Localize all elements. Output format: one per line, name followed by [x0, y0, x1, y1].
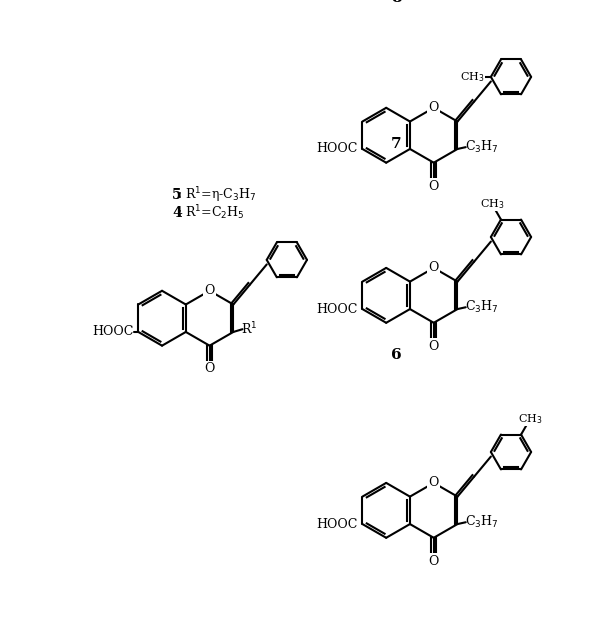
Text: 4: 4	[172, 206, 182, 220]
Text: 8: 8	[391, 0, 402, 5]
Text: O: O	[428, 555, 439, 568]
Text: O: O	[204, 363, 215, 376]
Text: : R$^{1}$=η-C$_{3}$H$_{7}$: : R$^{1}$=η-C$_{3}$H$_{7}$	[176, 185, 256, 204]
Text: O: O	[428, 262, 439, 275]
Text: O: O	[428, 476, 439, 489]
Text: C$_{3}$H$_{7}$: C$_{3}$H$_{7}$	[465, 514, 498, 530]
Text: O: O	[428, 340, 439, 352]
Text: CH$_{3}$: CH$_{3}$	[480, 197, 504, 211]
Text: 7: 7	[391, 138, 402, 151]
Text: HOOC: HOOC	[316, 303, 358, 316]
Text: R$^{1}$: R$^{1}$	[240, 321, 257, 338]
Text: HOOC: HOOC	[316, 518, 358, 530]
Text: 6: 6	[391, 348, 402, 362]
Text: C$_{3}$H$_{7}$: C$_{3}$H$_{7}$	[465, 299, 498, 315]
Text: HOOC: HOOC	[316, 143, 358, 156]
Text: 5: 5	[172, 188, 182, 202]
Text: O: O	[428, 179, 439, 192]
Text: : R$^{1}$=C$_{2}$H$_{5}$: : R$^{1}$=C$_{2}$H$_{5}$	[176, 204, 244, 222]
Text: O: O	[428, 102, 439, 114]
Text: O: O	[204, 284, 215, 297]
Text: HOOC: HOOC	[92, 325, 133, 338]
Text: CH$_{3}$: CH$_{3}$	[460, 70, 485, 84]
Text: CH$_{3}$: CH$_{3}$	[518, 412, 542, 426]
Text: C$_{3}$H$_{7}$: C$_{3}$H$_{7}$	[465, 139, 498, 155]
